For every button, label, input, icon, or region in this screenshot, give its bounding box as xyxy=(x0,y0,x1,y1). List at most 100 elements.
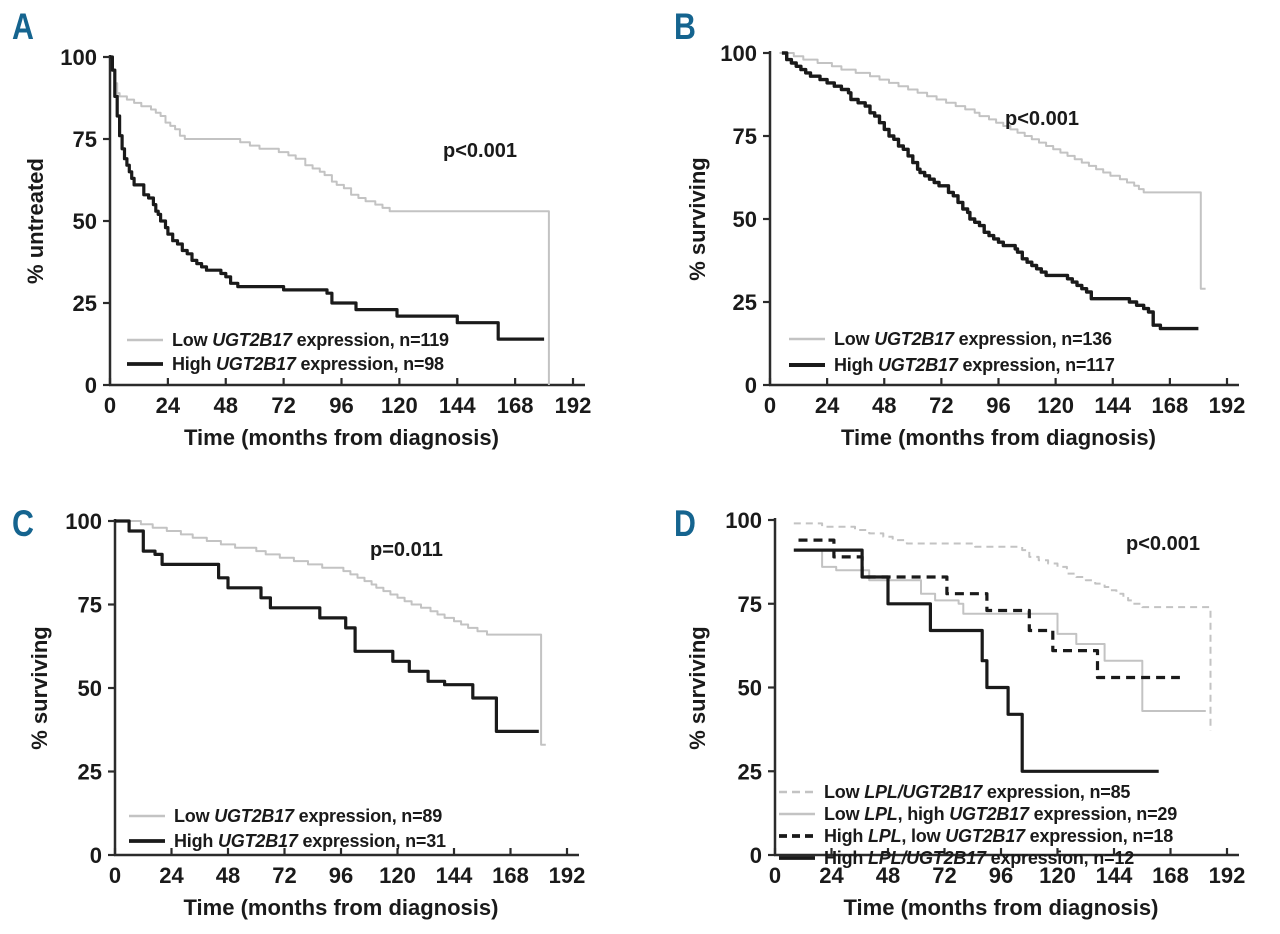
x-tick-label: 72 xyxy=(271,393,295,418)
p-value-a: p<0.001 xyxy=(443,140,517,162)
legend-label: Low UGT2B17 expression, n=136 xyxy=(834,328,1112,349)
x-tick-label: 24 xyxy=(159,863,184,888)
km-curve-3 xyxy=(798,538,1180,680)
x-tick-label: 120 xyxy=(379,863,416,888)
x-tick-label: 168 xyxy=(1152,863,1189,888)
legend-item: Low UGT2B17 expression, n=119 xyxy=(126,330,449,350)
y-tick-label: 100 xyxy=(60,45,97,70)
km-curve-2 xyxy=(781,51,1199,331)
legend-label: Low LPL, high UGT2B17 expression, n=29 xyxy=(824,803,1178,824)
y-tick-label: 75 xyxy=(738,592,762,617)
km-curve-4 xyxy=(793,548,1159,773)
legend-item: Low UGT2B17 expression, n=89 xyxy=(128,806,442,826)
x-tick-label: 24 xyxy=(156,393,181,418)
x-tick-label: 144 xyxy=(439,393,476,418)
legend-label: High LPL/UGT2B17 expression, n=12 xyxy=(824,847,1135,868)
legend-label: High UGT2B17 expression, n=31 xyxy=(174,830,446,851)
km-curve-2 xyxy=(793,549,1206,712)
x-tick-label: 192 xyxy=(555,393,592,418)
x-tick-label: 144 xyxy=(436,863,473,888)
x-tick-label: 96 xyxy=(989,863,1013,888)
legend-label: Low UGT2B17 expression, n=119 xyxy=(172,329,449,350)
y-axis-title-b: % surviving xyxy=(685,157,710,281)
x-axis-title-b: Time (months from diagnosis) xyxy=(841,425,1156,450)
y-tick-label: 0 xyxy=(750,843,762,868)
legend-swatch-line xyxy=(129,839,165,843)
panel-letter-d: D xyxy=(674,503,696,544)
y-tick-label: 75 xyxy=(78,593,102,618)
x-axis-title-d: Time (months from diagnosis) xyxy=(843,895,1159,920)
panel-letter-c: C xyxy=(12,503,34,544)
y-tick-label: 75 xyxy=(73,127,97,152)
legend-item: Low LPL/UGT2B17 expression, n=85 xyxy=(778,782,1130,802)
legend-swatch-line xyxy=(789,337,825,341)
legend-item: Low UGT2B17 expression, n=136 xyxy=(788,329,1112,349)
y-tick-label: 50 xyxy=(733,207,757,232)
x-tick-label: 96 xyxy=(329,863,353,888)
km-curve-1 xyxy=(793,522,1212,731)
x-tick-label: 0 xyxy=(104,393,116,418)
y-tick-label: 0 xyxy=(745,373,757,398)
x-tick-label: 24 xyxy=(815,393,840,418)
y-tick-label: 50 xyxy=(73,209,97,234)
km-curve-1 xyxy=(115,520,546,746)
x-tick-label: 48 xyxy=(214,393,238,418)
x-tick-label: 168 xyxy=(492,863,529,888)
x-axis-title-c: Time (months from diagnosis) xyxy=(183,895,499,920)
legend-label: High UGT2B17 expression, n=117 xyxy=(834,354,1115,375)
legend-item: High LPL, low UGT2B17 expression, n=18 xyxy=(778,826,1173,846)
x-tick-label: 192 xyxy=(1209,393,1246,418)
p-value-b: p<0.001 xyxy=(1005,108,1079,130)
panel-letter-b: B xyxy=(674,6,696,47)
x-tick-label: 192 xyxy=(1209,863,1246,888)
y-tick-label: 50 xyxy=(78,676,102,701)
y-tick-label: 75 xyxy=(733,124,757,149)
y-tick-label: 0 xyxy=(85,373,97,398)
legend-swatch-line xyxy=(779,834,815,838)
km-curve-1 xyxy=(110,56,550,385)
legend-swatch-line xyxy=(779,856,815,860)
y-axis-title-c: % surviving xyxy=(27,626,52,750)
x-tick-label: 144 xyxy=(1096,863,1133,888)
x-tick-label: 48 xyxy=(216,863,240,888)
y-axis-title-d: % surviving xyxy=(685,625,710,750)
km-curve-1 xyxy=(779,52,1206,290)
legend-swatch-line xyxy=(127,362,163,366)
y-tick-label: 25 xyxy=(738,759,762,784)
x-tick-label: 72 xyxy=(929,393,953,418)
legend-item: High UGT2B17 expression, n=117 xyxy=(788,355,1115,375)
y-tick-label: 100 xyxy=(65,509,102,534)
x-tick-label: 0 xyxy=(109,863,121,888)
y-tick-label: 100 xyxy=(725,508,762,533)
x-tick-label: 168 xyxy=(1152,393,1189,418)
y-axis-title-a: % untreated xyxy=(23,158,48,284)
x-tick-label: 48 xyxy=(872,393,896,418)
y-tick-label: 25 xyxy=(733,290,757,315)
legend-swatch-line xyxy=(789,363,825,367)
x-tick-label: 96 xyxy=(986,393,1010,418)
legend-swatch-line xyxy=(127,338,163,342)
x-tick-label: 120 xyxy=(1039,863,1076,888)
x-axis-title-a: Time (months from diagnosis) xyxy=(184,425,499,450)
x-tick-label: 120 xyxy=(381,393,418,418)
legend-item: High LPL/UGT2B17 expression, n=12 xyxy=(778,848,1134,868)
x-tick-label: 24 xyxy=(819,863,844,888)
y-tick-label: 50 xyxy=(738,676,762,701)
km-curve-2 xyxy=(115,519,539,733)
x-tick-label: 96 xyxy=(329,393,353,418)
p-value-c: p=0.011 xyxy=(370,539,443,561)
legend-label: Low LPL/UGT2B17 expression, n=85 xyxy=(824,781,1131,802)
legend-item: High UGT2B17 expression, n=31 xyxy=(128,831,446,851)
legend-swatch-line xyxy=(129,814,165,818)
x-tick-label: 72 xyxy=(272,863,296,888)
legend-label: High LPL, low UGT2B17 expression, n=18 xyxy=(824,825,1174,846)
x-tick-label: 120 xyxy=(1037,393,1074,418)
legend-item: High UGT2B17 expression, n=98 xyxy=(126,354,444,374)
x-tick-label: 0 xyxy=(764,393,776,418)
panel-letter-a: A xyxy=(12,6,34,47)
x-tick-label: 0 xyxy=(769,863,781,888)
y-tick-label: 100 xyxy=(720,41,757,66)
y-tick-label: 25 xyxy=(73,291,97,316)
legend-label: Low UGT2B17 expression, n=89 xyxy=(174,805,443,826)
